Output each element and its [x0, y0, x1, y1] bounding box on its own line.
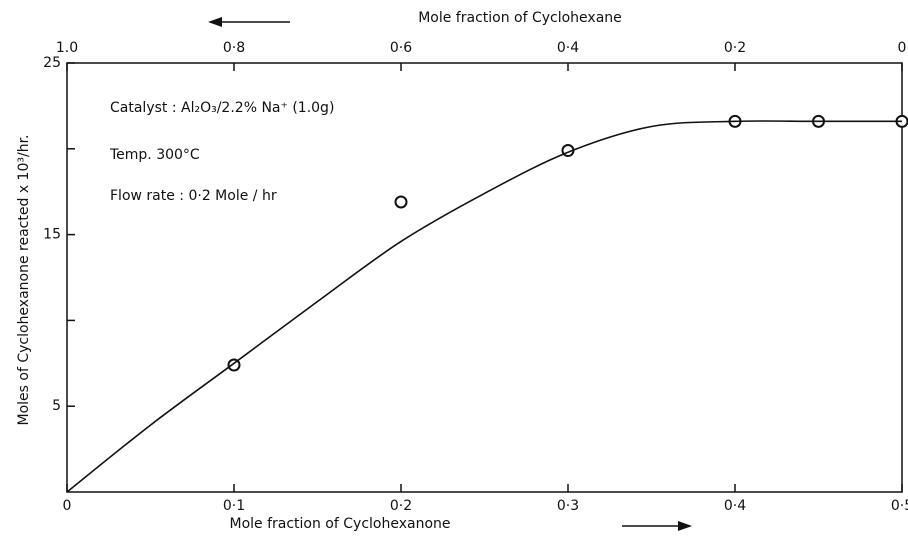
x2-tick-label: 0·8: [223, 40, 245, 56]
y-tick-label: 5: [52, 398, 61, 414]
x2-tick-label: 1.0: [56, 40, 78, 56]
x2-tick-label: 0·2: [724, 40, 746, 56]
top-arrow: [208, 17, 290, 27]
x2-tick-label: 0·4: [557, 40, 579, 56]
data-point: [227, 358, 241, 372]
data-point: [394, 195, 408, 209]
x-tick-label: 0·4: [724, 498, 746, 514]
annotation: Catalyst : Al₂O₃/2.2% Na⁺ (1.0g): [110, 100, 334, 116]
x-axis-label: Mole fraction of Cyclohexanone: [229, 516, 450, 532]
x2-tick-label: 0·6: [390, 40, 412, 56]
y-tick-label: 25: [43, 55, 61, 71]
annotation: Flow rate : 0·2 Mole / hr: [110, 188, 277, 204]
x-tick-label: 0: [63, 498, 72, 514]
y-tick-label: 15: [43, 227, 61, 243]
plot-frame: [66, 62, 903, 493]
x2-tick-label: 0: [898, 40, 907, 56]
y-axis-label: Moles of Cyclohexanone reacted x 10³/hr.: [16, 135, 32, 426]
x-tick-label: 0·1: [223, 498, 245, 514]
fit-curve: [66, 120, 902, 493]
x-tick-label: 0·3: [557, 498, 579, 514]
x-tick-label: 0·2: [390, 498, 412, 514]
bottom-arrow: [622, 521, 692, 531]
x-tick-label: 0·5: [891, 498, 908, 514]
annotation: Temp. 300°C: [109, 147, 200, 163]
top-axis-label: Mole fraction of Cyclohexane: [418, 10, 622, 26]
